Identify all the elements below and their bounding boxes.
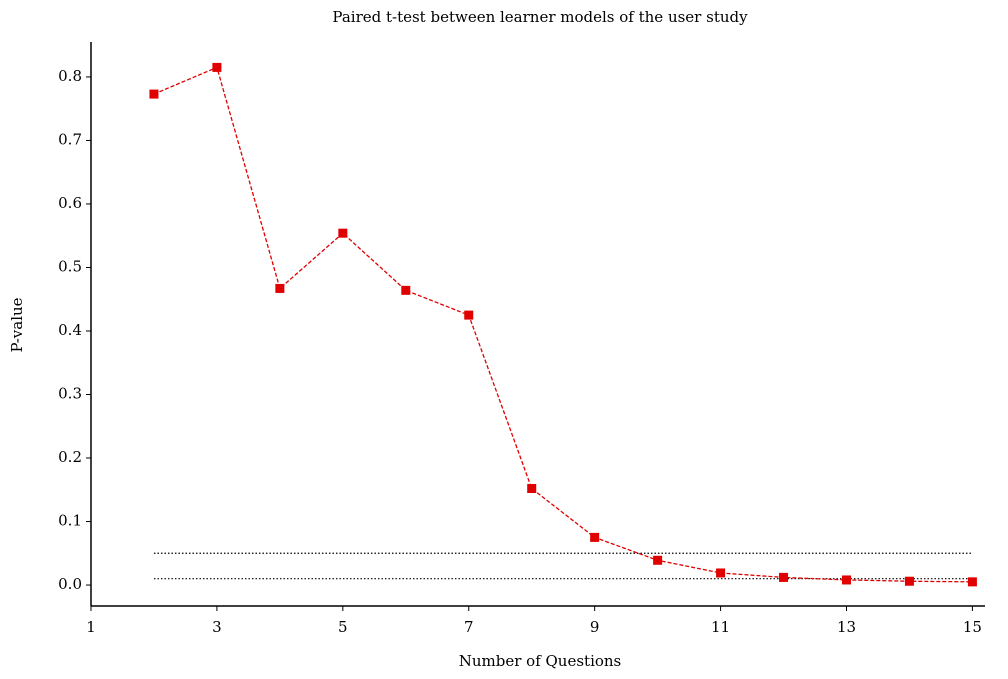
y-tick-label: 0.6 [58,194,82,212]
y-tick-label: 0.4 [58,321,82,339]
y-axis-label: P-value [8,297,26,352]
x-tick-label: 15 [963,618,982,636]
marker [527,484,537,493]
x-tick-label: 7 [464,618,474,636]
marker [841,575,851,585]
y-tick-label: 0.5 [58,257,82,275]
y-tick-label: 0.8 [58,67,82,85]
marker [653,555,663,565]
y-tick-label: 0.0 [58,575,82,593]
marker [967,577,977,587]
y-tick-label: 0.2 [58,448,82,466]
x-tick-label: 13 [837,618,856,636]
marker [401,285,411,295]
x-tick-label: 9 [590,618,600,636]
marker [716,568,726,578]
chart-title: Paired t-test between learner models of … [332,8,748,26]
x-axis-label: Number of Questions [459,652,622,670]
x-tick-label: 1 [86,618,96,636]
marker [464,310,474,320]
x-tick-label: 5 [338,618,348,636]
marker [904,576,914,586]
marker [779,572,789,582]
x-tick-label: 3 [212,618,222,636]
marker [275,283,285,293]
marker [212,62,222,72]
x-tick-label: 11 [711,618,730,636]
series-line [153,66,973,583]
y-tick-label: 0.1 [58,512,82,530]
marker [590,532,600,542]
y-tick-label: 0.7 [58,130,82,148]
y-tick-label: 0.3 [58,385,82,403]
marker [338,228,348,238]
marker [149,89,159,99]
